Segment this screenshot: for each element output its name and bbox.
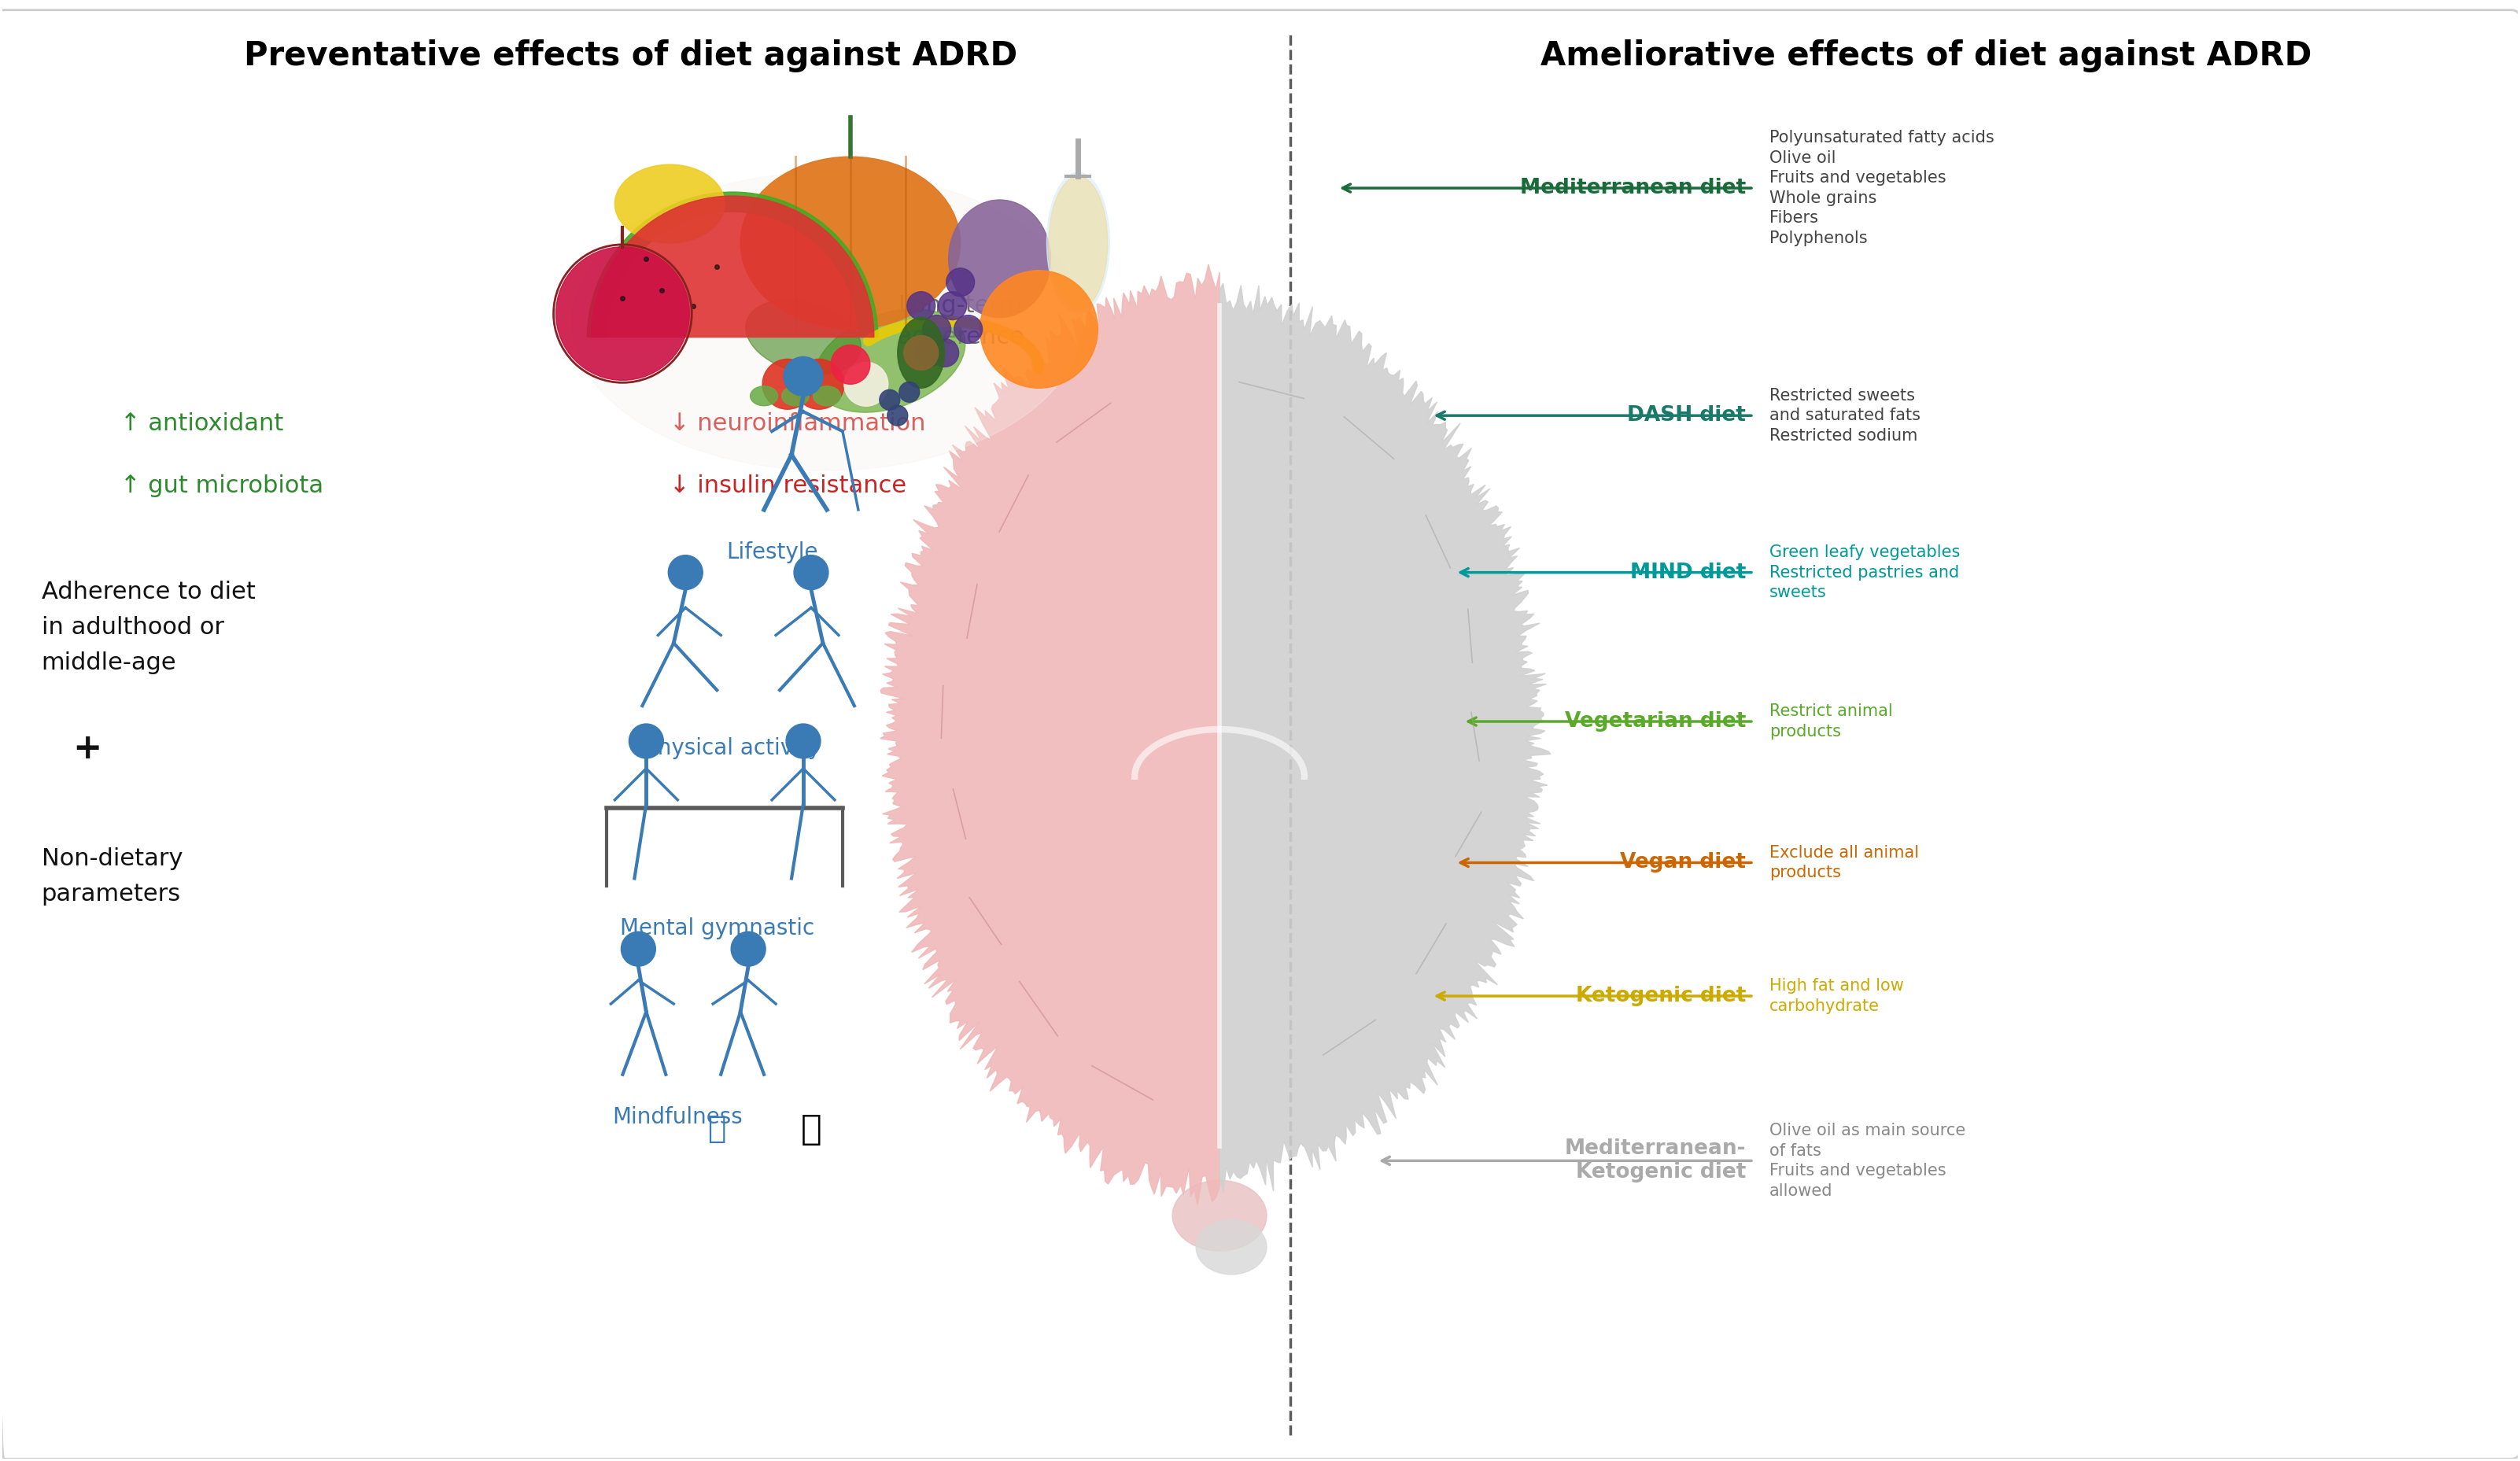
- Circle shape: [937, 292, 968, 320]
- Circle shape: [764, 359, 814, 409]
- Text: Mental gymnastic: Mental gymnastic: [620, 918, 814, 939]
- Text: ↑ gut microbiota: ↑ gut microbiota: [121, 475, 323, 498]
- Text: Olive oil as main source
of fats
Fruits and vegetables
allowed: Olive oil as main source of fats Fruits …: [1769, 1122, 1966, 1199]
- Ellipse shape: [814, 308, 965, 412]
- Ellipse shape: [615, 165, 726, 243]
- Circle shape: [844, 362, 887, 406]
- Text: Restricted sweets
and saturated fats
Restricted sodium: Restricted sweets and saturated fats Res…: [1769, 387, 1920, 444]
- Circle shape: [832, 345, 869, 384]
- Circle shape: [905, 336, 937, 370]
- Circle shape: [786, 723, 822, 758]
- Text: Non-dietary
parameters: Non-dietary parameters: [40, 847, 181, 906]
- Text: Long-term
adherence: Long-term adherence: [897, 294, 1023, 349]
- Circle shape: [731, 932, 766, 966]
- Ellipse shape: [814, 386, 842, 406]
- Ellipse shape: [897, 317, 945, 389]
- Circle shape: [907, 292, 935, 320]
- Wedge shape: [587, 191, 877, 337]
- Circle shape: [980, 270, 1099, 389]
- Text: Restrict animal
products: Restrict animal products: [1769, 704, 1893, 739]
- Text: Ameliorative effects of diet against ADRD: Ameliorative effects of diet against ADR…: [1540, 39, 2311, 72]
- Text: Polyunsaturated fatty acids
Olive oil
Fruits and vegetables
Whole grains
Fibers
: Polyunsaturated fatty acids Olive oil Fr…: [1769, 130, 1993, 247]
- Text: Physical activity: Physical activity: [645, 738, 822, 760]
- Text: Mindfulness: Mindfulness: [612, 1106, 743, 1128]
- Circle shape: [945, 269, 975, 297]
- Text: High fat and low
carbohydrate: High fat and low carbohydrate: [1769, 977, 1903, 1014]
- Text: Exclude all animal
products: Exclude all animal products: [1769, 844, 1918, 881]
- Circle shape: [794, 555, 829, 590]
- Text: 📖: 📖: [801, 1112, 822, 1147]
- Ellipse shape: [1046, 172, 1109, 314]
- Text: Vegan diet: Vegan diet: [1620, 852, 1746, 872]
- Circle shape: [879, 390, 900, 411]
- Text: ↓ insulin resistance: ↓ insulin resistance: [670, 475, 907, 498]
- Circle shape: [930, 339, 958, 367]
- Text: DASH diet: DASH diet: [1628, 405, 1746, 425]
- Polygon shape: [879, 264, 1220, 1205]
- Ellipse shape: [572, 172, 1081, 470]
- Text: MIND diet: MIND diet: [1630, 562, 1746, 583]
- Text: Preventative effects of diet against ADRD: Preventative effects of diet against ADR…: [244, 39, 1018, 72]
- Circle shape: [900, 381, 920, 402]
- Circle shape: [955, 316, 983, 343]
- Circle shape: [557, 247, 690, 380]
- Text: Green leafy vegetables
Restricted pastries and
sweets: Green leafy vegetables Restricted pastri…: [1769, 545, 1961, 600]
- Wedge shape: [592, 196, 874, 337]
- Text: Ketogenic diet: Ketogenic diet: [1575, 986, 1746, 1007]
- Text: ↑ antioxidant: ↑ antioxidant: [121, 412, 282, 435]
- Text: 🅰: 🅰: [708, 1115, 726, 1144]
- Ellipse shape: [948, 200, 1051, 317]
- Text: Adherence to diet
in adulthood or
middle-age: Adherence to diet in adulthood or middle…: [40, 580, 255, 674]
- Circle shape: [784, 356, 824, 396]
- Circle shape: [915, 339, 942, 367]
- Circle shape: [887, 405, 907, 425]
- Circle shape: [794, 359, 844, 409]
- Ellipse shape: [1048, 177, 1109, 310]
- Text: Lifestyle: Lifestyle: [726, 541, 816, 562]
- Circle shape: [668, 555, 703, 590]
- Ellipse shape: [751, 386, 779, 406]
- Text: Mediterranean diet: Mediterranean diet: [1520, 178, 1746, 199]
- Ellipse shape: [1172, 1180, 1268, 1251]
- Text: Vegetarian diet: Vegetarian diet: [1565, 712, 1746, 732]
- Circle shape: [922, 316, 950, 343]
- Ellipse shape: [1197, 1220, 1268, 1274]
- Polygon shape: [1220, 283, 1550, 1192]
- Circle shape: [620, 932, 655, 966]
- Text: ↓ neuroinflammation: ↓ neuroinflammation: [670, 412, 925, 435]
- Ellipse shape: [741, 156, 960, 329]
- Circle shape: [630, 723, 663, 758]
- Ellipse shape: [781, 386, 809, 406]
- Text: Mediterranean-
Ketogenic diet: Mediterranean- Ketogenic diet: [1565, 1138, 1746, 1183]
- Text: +: +: [73, 732, 103, 766]
- Ellipse shape: [746, 300, 862, 374]
